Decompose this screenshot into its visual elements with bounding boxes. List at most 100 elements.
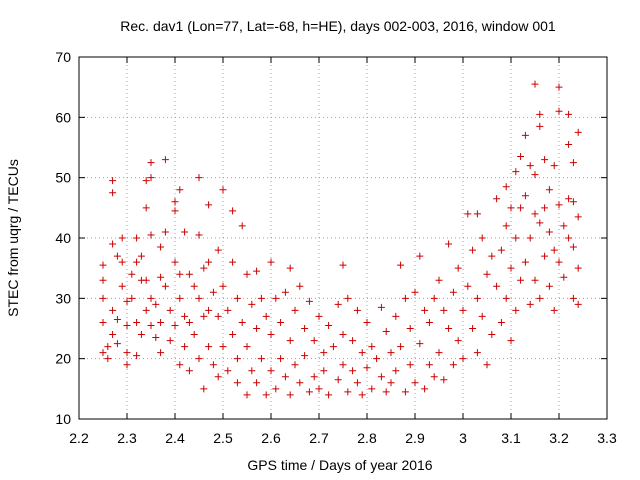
data-point: [512, 234, 520, 242]
data-point: [147, 294, 155, 302]
x-tick-label: 3.2: [549, 430, 569, 446]
data-point: [176, 270, 184, 278]
y-tick-label: 30: [55, 290, 71, 306]
data-point: [190, 331, 198, 339]
data-point: [329, 343, 337, 351]
data-point: [483, 270, 491, 278]
data-point: [382, 388, 390, 396]
data-point: [229, 258, 237, 266]
data-point: [185, 367, 193, 375]
data-point: [185, 270, 193, 278]
data-point: [521, 258, 529, 266]
data-point: [421, 385, 429, 393]
data-point: [440, 306, 448, 314]
data-point: [349, 337, 357, 345]
data-point: [536, 122, 544, 130]
data-point: [181, 312, 189, 320]
data-point: [113, 340, 121, 348]
data-point: [291, 361, 299, 369]
data-point: [123, 321, 131, 329]
data-point: [109, 331, 117, 339]
data-point: [157, 318, 165, 326]
data-point: [277, 355, 285, 363]
data-point: [325, 321, 333, 329]
data-point: [315, 312, 323, 320]
data-point: [99, 276, 107, 284]
data-point: [459, 355, 467, 363]
data-point: [171, 258, 179, 266]
data-point: [473, 210, 481, 218]
data-point: [531, 276, 539, 284]
data-point: [195, 174, 203, 182]
data-point: [99, 318, 107, 326]
data-point: [401, 388, 409, 396]
data-point: [147, 321, 155, 329]
data-point: [469, 325, 477, 332]
data-point: [301, 352, 309, 360]
data-point: [344, 388, 352, 396]
data-point: [152, 334, 160, 342]
x-tick-label: 2.7: [309, 430, 329, 446]
data-point: [157, 273, 165, 281]
x-tick-label: 3.3: [597, 430, 617, 446]
data-point: [344, 294, 352, 302]
data-point: [214, 373, 222, 381]
data-point: [305, 297, 313, 305]
data-point: [512, 168, 520, 176]
data-point: [176, 361, 184, 369]
data-point: [334, 376, 342, 384]
data-point: [550, 162, 558, 170]
data-point: [123, 349, 131, 357]
data-point: [205, 258, 213, 266]
data-point: [545, 186, 553, 194]
data-point: [200, 385, 208, 393]
data-point: [555, 201, 563, 209]
data-point: [550, 306, 558, 314]
data-point: [104, 355, 112, 363]
data-point: [185, 318, 193, 326]
data-point: [368, 343, 376, 351]
data-point: [267, 258, 275, 266]
data-point: [435, 349, 443, 357]
data-point: [99, 294, 107, 302]
y-tick-label: 70: [55, 49, 71, 65]
data-point: [205, 343, 213, 351]
data-point: [118, 258, 126, 266]
data-point: [200, 264, 208, 272]
data-point: [363, 364, 371, 372]
data-point: [224, 306, 232, 314]
data-point: [229, 331, 237, 339]
data-point: [253, 325, 261, 332]
data-point: [262, 312, 270, 320]
data-point: [142, 177, 150, 185]
data-point: [104, 343, 112, 351]
data-point: [267, 331, 275, 339]
data-point: [565, 110, 573, 118]
data-point: [445, 325, 453, 332]
data-point: [526, 234, 534, 242]
data-point: [536, 294, 544, 302]
data-point: [109, 177, 117, 185]
data-point: [560, 222, 568, 230]
data-point: [421, 306, 429, 314]
y-tick-label: 20: [55, 351, 71, 367]
data-point: [224, 367, 232, 375]
data-point: [214, 312, 222, 320]
data-point: [349, 367, 357, 375]
data-point: [305, 388, 313, 396]
data-point: [469, 246, 477, 254]
data-point: [137, 331, 145, 339]
data-point: [113, 315, 121, 323]
data-point: [449, 361, 457, 369]
data-point: [209, 288, 217, 296]
data-point: [147, 159, 155, 167]
data-point: [257, 355, 265, 363]
data-point: [569, 294, 577, 302]
data-point: [560, 273, 568, 281]
data-point: [531, 171, 539, 179]
data-point: [430, 373, 438, 381]
y-tick-label: 40: [55, 230, 71, 246]
y-tick-label: 10: [55, 411, 71, 427]
data-point: [550, 246, 558, 254]
